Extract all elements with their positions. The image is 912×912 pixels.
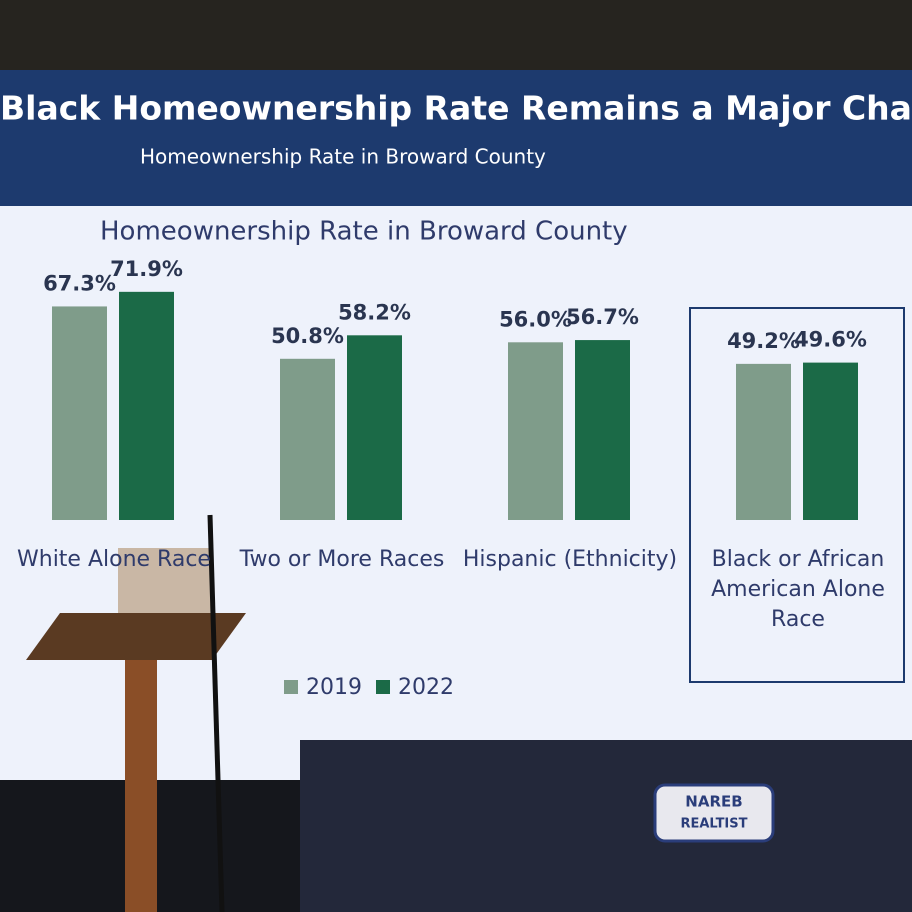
value-label: 56.7%: [566, 305, 639, 329]
ceiling: [0, 0, 912, 70]
mic-stand: [207, 514, 225, 912]
x-tick-label: Two or More Races: [239, 547, 445, 572]
logo-text: REALTIST: [680, 817, 747, 832]
bar: [347, 335, 402, 520]
value-label: 49.2%: [727, 329, 800, 353]
bar: [508, 342, 563, 520]
x-tick-label: Hispanic (Ethnicity): [462, 547, 678, 572]
bar: [736, 363, 791, 520]
x-tick-label: White Alone Race: [17, 547, 211, 572]
header-bar: [0, 70, 912, 206]
x-tick-label: Black or African American Alone Race: [711, 547, 885, 632]
header-title: Black Homeownership Rate Remains a Major…: [0, 89, 912, 128]
bar: [119, 291, 174, 520]
bar: [575, 340, 630, 520]
legend-label: 2022: [398, 675, 454, 700]
value-label: 67.3%: [43, 271, 116, 295]
bar: [280, 358, 335, 520]
header-subtitle: Homeownership Rate in Broward County: [140, 145, 546, 169]
legend-swatch: [376, 680, 390, 694]
legend-swatch: [284, 680, 298, 694]
laptop: [118, 548, 213, 614]
logo-badge: [653, 783, 775, 843]
value-label: 56.0%: [499, 307, 572, 331]
bar: [52, 306, 107, 520]
value-label: 71.9%: [110, 257, 183, 281]
bar: [803, 362, 858, 520]
value-label: 58.2%: [338, 300, 411, 324]
table-cloth: [300, 740, 912, 912]
chart-title: Homeownership Rate in Broward County: [100, 217, 628, 247]
value-label: 50.8%: [271, 324, 344, 348]
value-label: 49.6%: [794, 328, 867, 352]
logo-text: NAREB: [685, 793, 742, 811]
podium-top: [26, 613, 246, 660]
highlight-box: [689, 307, 905, 683]
legend-label: 2019: [306, 675, 362, 700]
podium-stand: [125, 660, 157, 912]
